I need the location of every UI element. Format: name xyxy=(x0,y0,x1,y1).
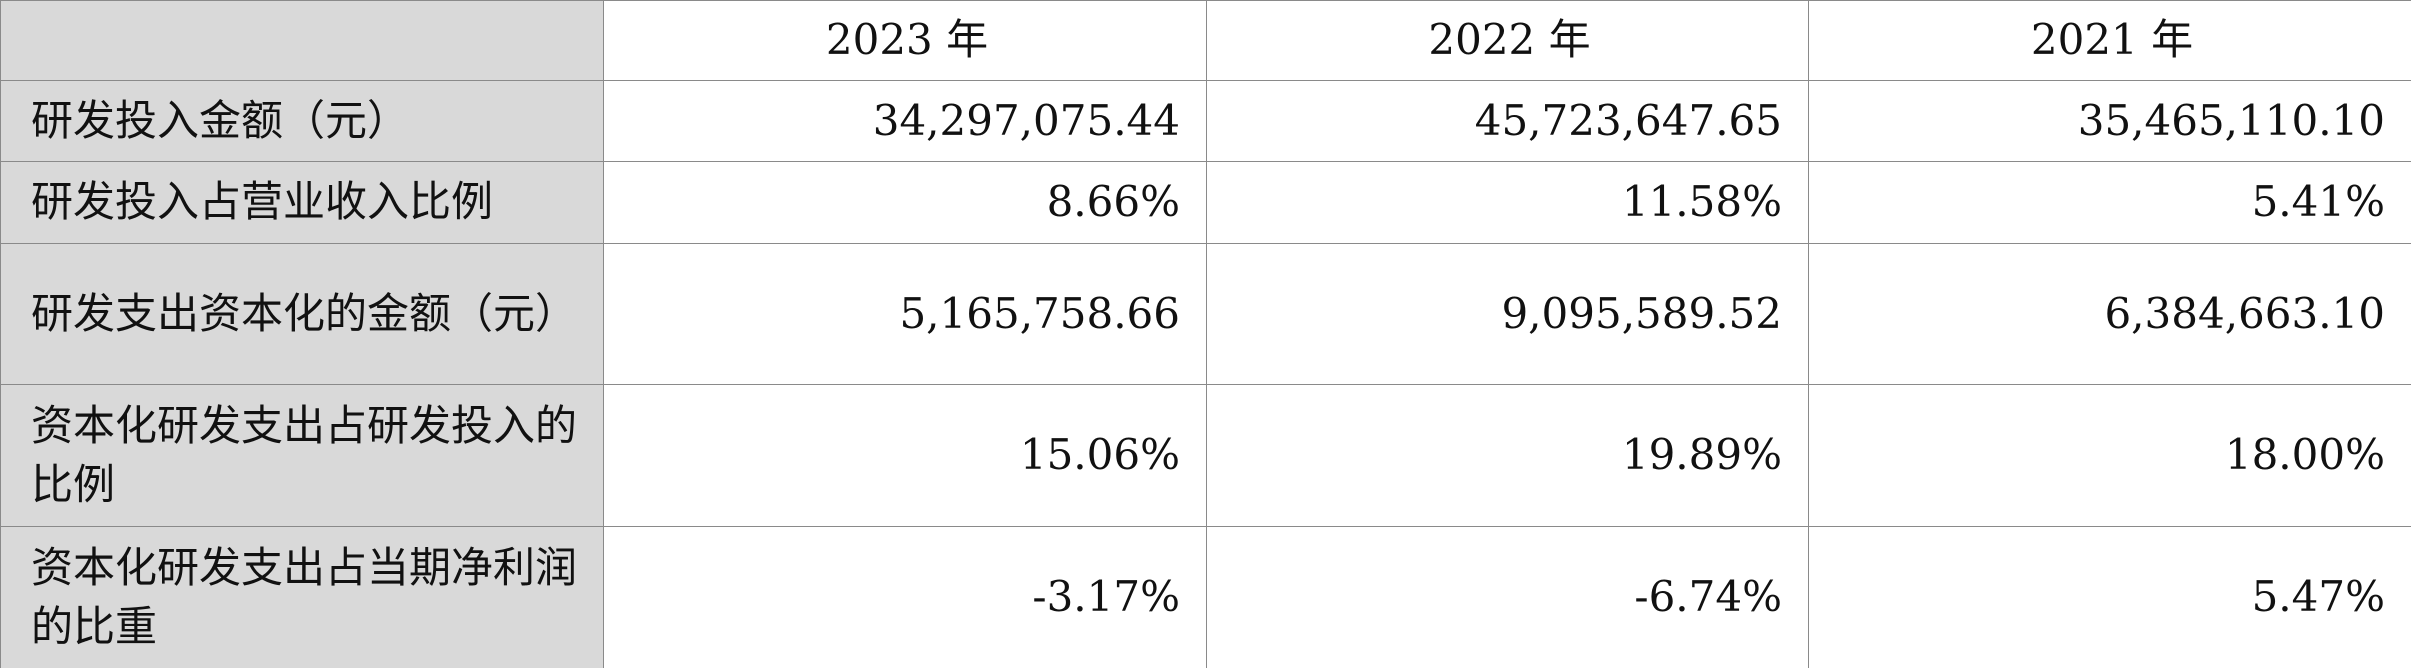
cell: 45,723,647.65 xyxy=(1206,80,1809,162)
row-label: 资本化研发支出占研发投入的比例 xyxy=(0,384,604,527)
row-label: 研发投入金额（元） xyxy=(0,80,604,162)
cell: 5.47% xyxy=(1808,526,2411,668)
cell: 18.00% xyxy=(1808,384,2411,527)
cell: 9,095,589.52 xyxy=(1206,243,1809,385)
cell: 5,165,758.66 xyxy=(603,243,1207,385)
cell: -6.74% xyxy=(1206,526,1809,668)
row-label: 资本化研发支出占当期净利润的比重 xyxy=(0,526,604,668)
row-label: 研发支出资本化的金额（元） xyxy=(0,243,604,385)
table-row: 研发投入占营业收入比例 8.66% 11.58% 5.41% xyxy=(0,161,2411,244)
header-cell: 2023 年 xyxy=(603,0,1207,81)
cell: 34,297,075.44 xyxy=(603,80,1207,162)
row-label: 研发投入占营业收入比例 xyxy=(0,161,604,244)
header-row: 2023 年 2022 年 2021 年 xyxy=(0,0,2411,81)
table-row: 资本化研发支出占当期净利润的比重 -3.17% -6.74% 5.47% xyxy=(0,526,2411,668)
header-cell: 2022 年 xyxy=(1206,0,1809,81)
header-cell: 2021 年 xyxy=(1808,0,2411,81)
cell: 19.89% xyxy=(1206,384,1809,527)
cell: -3.17% xyxy=(603,526,1207,668)
cell: 5.41% xyxy=(1808,161,2411,244)
cell: 11.58% xyxy=(1206,161,1809,244)
cell: 35,465,110.10 xyxy=(1808,80,2411,162)
cell: 6,384,663.10 xyxy=(1808,243,2411,385)
table-row: 资本化研发支出占研发投入的比例 15.06% 19.89% 18.00% xyxy=(0,384,2411,527)
header-cell xyxy=(0,0,604,81)
table-row: 研发支出资本化的金额（元） 5,165,758.66 9,095,589.52 6,3… xyxy=(0,243,2411,385)
table-row: 研发投入金额（元） 34,297,075.44 45,723,647.65 35,46… xyxy=(0,80,2411,162)
cell: 8.66% xyxy=(603,161,1207,244)
cell: 15.06% xyxy=(603,384,1207,527)
